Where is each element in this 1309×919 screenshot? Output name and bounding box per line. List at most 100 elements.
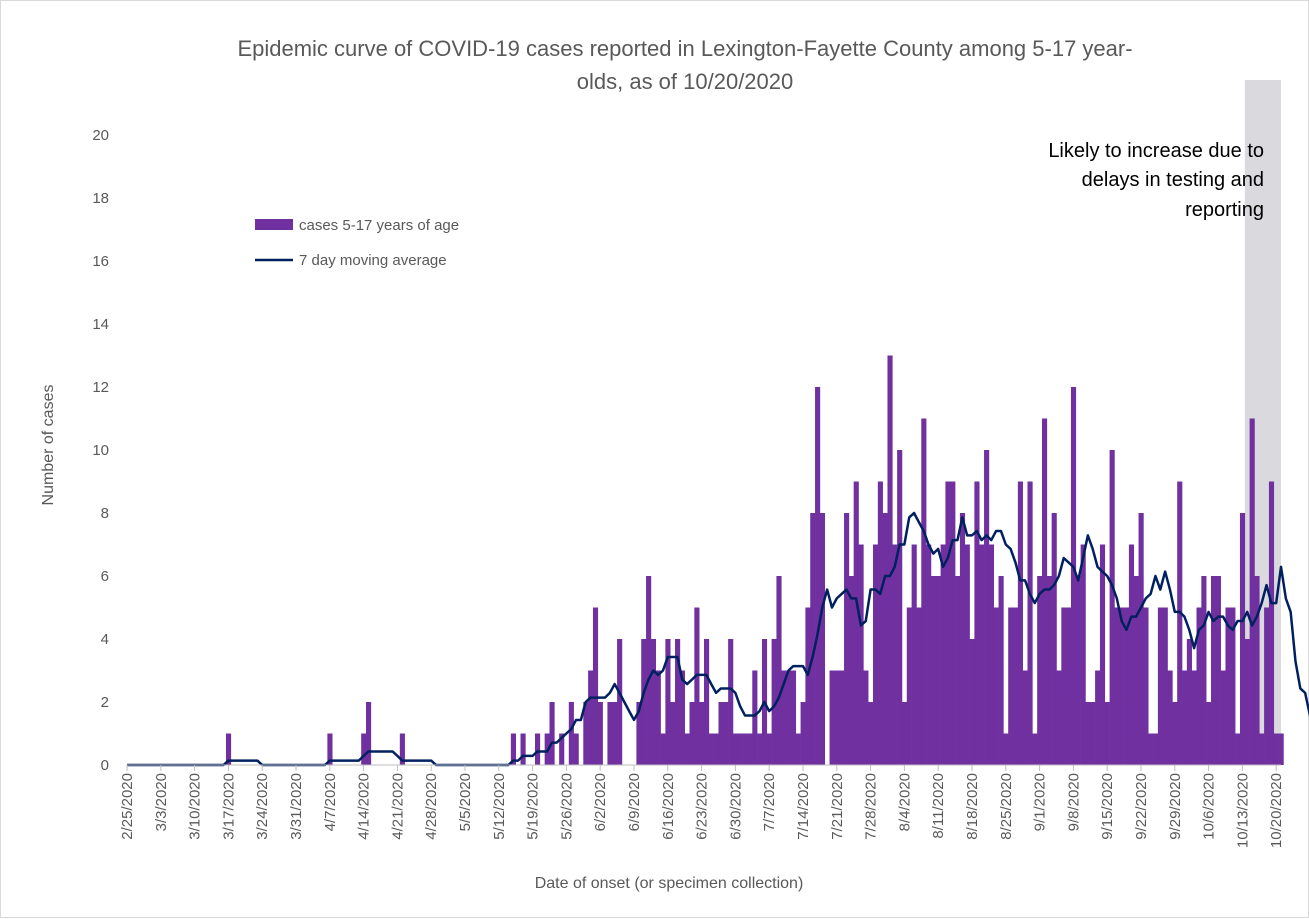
x-tick-label: 9/8/2020 [1065,773,1082,831]
x-tick-label: 4/21/2020 [389,773,406,840]
case-bar [892,544,898,765]
case-bar [675,639,681,765]
x-tick-label: 6/23/2020 [694,773,711,840]
case-bar [1259,733,1265,765]
case-bar [1099,544,1106,765]
legend: cases 5-17 years of age 7 day moving ave… [255,217,459,269]
case-bar [819,513,826,765]
y-tick-label: 8 [101,505,109,522]
case-bar [592,607,599,765]
case-bar [1210,576,1217,765]
case-bar [1003,733,1009,765]
case-bar [795,733,801,765]
case-bar [863,670,869,765]
case-bar [1022,670,1028,765]
case-bar [834,670,840,765]
case-bar [858,544,864,765]
case-bar [959,513,966,765]
case-bar [1138,513,1144,765]
case-bar [1186,639,1192,765]
case-bar [839,670,845,765]
case-bar [1013,607,1019,765]
case-bar [1153,733,1159,765]
case-bar [723,702,729,765]
x-tick-label: 10/20/2020 [1268,773,1285,848]
case-bar [935,576,941,765]
case-bar [906,607,912,765]
y-tick-label: 0 [101,757,109,774]
case-bar [704,639,710,765]
x-tick-label: 5/26/2020 [558,773,575,840]
case-bar [993,607,999,765]
case-bar [718,702,724,765]
x-tick-label: 3/10/2020 [187,773,204,840]
case-bar [1143,607,1149,765]
case-bar [1273,733,1279,765]
x-tick-label: 6/2/2020 [592,773,609,831]
case-bar [897,450,903,765]
case-bar [848,576,854,765]
y-tick-label: 4 [101,631,109,648]
case-bar [1191,670,1197,765]
x-tick-label: 8/25/2020 [998,773,1015,840]
case-bar [641,639,647,765]
x-tick-label: 10/13/2020 [1234,773,1251,848]
case-bar [1268,481,1275,765]
x-tick-label: 4/7/2020 [322,773,339,831]
case-bar [510,733,516,765]
case-bar [588,670,594,765]
case-bar [366,702,372,765]
case-bar [689,702,695,765]
case-bar [988,544,995,765]
x-tick-label: 10/6/2020 [1201,773,1218,840]
case-bar [868,702,874,765]
case-bar [1244,639,1250,765]
case-bar [964,544,970,765]
case-bar [612,702,618,765]
case-bar [646,576,652,765]
x-tick-label: 7/7/2020 [761,773,778,831]
case-bar [694,607,700,765]
x-tick-label: 3/3/2020 [153,773,170,831]
case-bar [1235,733,1241,765]
case-bar [1254,576,1260,765]
case-bar [1032,733,1038,765]
case-bar [549,702,555,765]
x-tick-label: 9/22/2020 [1133,773,1150,840]
case-bar [805,607,811,765]
case-bar [713,733,719,765]
case-bar [327,733,333,765]
case-bar [786,670,792,765]
case-bar [679,670,685,765]
case-bar [1148,733,1154,765]
case-bar [844,513,850,765]
case-bar [945,481,951,765]
case-bar [998,576,1004,765]
x-axis-ticks [126,765,1277,771]
chart-title-line-1: Epidemic curve of COVID-19 cases reporte… [237,36,1132,61]
case-bar [1124,607,1130,765]
x-tick-label: 9/1/2020 [1032,773,1049,831]
case-bar [708,733,714,765]
case-bar [979,544,985,765]
y-tick-label: 18 [92,190,109,207]
y-tick-label: 12 [92,379,109,396]
y-tick-label: 20 [92,127,109,144]
case-bar [573,733,579,765]
case-bar [737,733,743,765]
y-tick-label: 16 [92,253,109,270]
legend-label-cases: cases 5-17 years of age [299,217,459,234]
case-bar [776,576,782,765]
case-bar [1278,733,1284,765]
case-bar [1008,607,1014,765]
x-tick-label: 7/21/2020 [829,773,846,840]
note-line-3: reporting [1185,199,1264,221]
case-bar [815,387,821,765]
case-bar [916,607,922,765]
case-bar [829,670,835,765]
case-bar [1167,670,1173,765]
case-bar [399,733,405,765]
case-bar [810,513,816,765]
case-bar [882,513,888,765]
